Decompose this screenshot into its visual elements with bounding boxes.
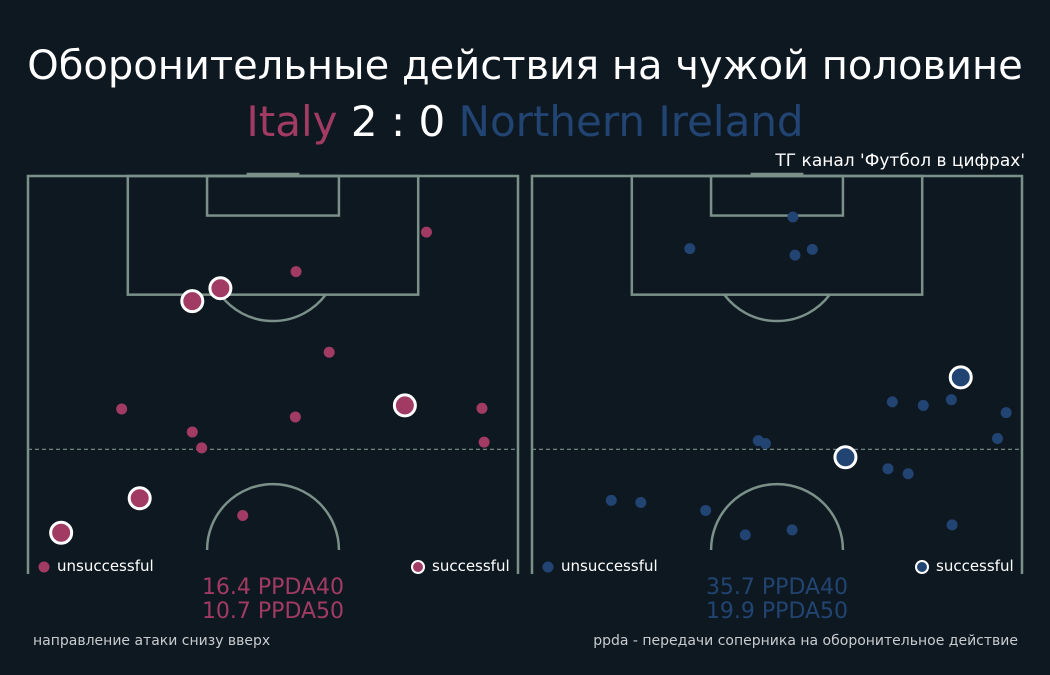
chart-title: Оборонительные действия на чужой половин… [27, 43, 1023, 89]
pitch-1-successful-point [208, 276, 233, 301]
pitch-1-successful-point [180, 289, 205, 314]
pitch-1-center-circle [205, 482, 341, 551]
pitch-2-legend-successful-label: successful [936, 557, 1014, 575]
pitch-1-successful-point [392, 393, 417, 418]
pitch-2-ppda-label: 35.7 PPDA40 [706, 575, 848, 600]
pitch-1-ppda-label: 10.7 PPDA50 [202, 599, 344, 624]
team-a-name: Italy [246, 97, 338, 146]
pitch-2-successful-point [948, 365, 973, 390]
pitch-1-unsuccessful-point [116, 403, 128, 415]
pitch-1-six-yard-box [205, 174, 341, 217]
pitch-1-unsuccessful-point [420, 226, 432, 238]
ppda-definition-note: ppda - передачи соперника на оборонитель… [593, 633, 1018, 649]
pitch-1-penalty-area [126, 174, 420, 296]
pitch-1-unsuccessful-point [323, 346, 335, 358]
pitch-1-penalty-arc [219, 293, 327, 323]
pitch-2-successful-point [833, 445, 858, 470]
pitch-2-unsuccessful-point [684, 243, 696, 255]
pitch-2-ppda-label: 19.9 PPDA50 [706, 599, 848, 624]
pitch-1-unsuccessful-point [237, 509, 249, 521]
pitch-2-unsuccessful-point [917, 399, 929, 411]
pitch-2-unsuccessful-point [700, 504, 712, 516]
pitch-2-unsuccessful-point [992, 433, 1003, 445]
pitch-1-unsuccessful-point [196, 442, 208, 454]
pitch-1-unsuccessful-point [186, 426, 198, 438]
pitch-2-legend-successful-marker [915, 560, 929, 574]
score: 2 : 0 [350, 97, 446, 146]
pitch-1-unsuccessful-point [478, 436, 490, 448]
pitch-1-unsuccessful-point [476, 402, 488, 414]
pitch-1-successful-point [127, 486, 152, 511]
pitch-2-unsuccessful-point [902, 468, 914, 480]
pitch-1-unsuccessful-point [290, 266, 302, 278]
channel-credit: ТГ канал 'Футбол в цифрах' [775, 151, 1025, 171]
pitch-1-legend-successful-label: successful [432, 557, 510, 575]
pitch-2-unsuccessful-point [759, 438, 771, 450]
pitch-1-legend-unsuccessful-marker [38, 561, 50, 573]
pitch-2-unsuccessful-point [635, 497, 647, 509]
pitch-1-boundary [26, 174, 520, 550]
team-b-name: Northern Ireland [458, 97, 804, 146]
pitch-1-unsuccessful-point [289, 411, 301, 423]
pitch-2-unsuccessful-point [946, 519, 958, 531]
pitch-2-unsuccessful-point [605, 494, 617, 506]
pitch-2-unsuccessful-point [787, 211, 799, 223]
pitch-1-legend-unsuccessful-label: unsuccessful [57, 557, 154, 575]
pitch-2-six-yard-box [709, 174, 845, 217]
pitch-2-unsuccessful-point [1000, 407, 1012, 419]
pitch-2-penalty-area [630, 174, 924, 296]
pitch-2-unsuccessful-point [789, 249, 801, 261]
pitch-2-unsuccessful-point [886, 396, 898, 408]
match-score-line: Italy 2 : 0 Northern Ireland [0, 96, 1050, 148]
pitch-2-center-circle [709, 482, 845, 551]
pitch-1-ppda-label: 16.4 PPDA40 [202, 575, 344, 600]
pitch-2-unsuccessful-point [786, 524, 798, 536]
pitch-1-legend-successful-marker [411, 560, 425, 574]
pitch-2-legend-unsuccessful-marker [542, 561, 554, 573]
pitch-2-unsuccessful-point [945, 394, 957, 406]
pitch-2-unsuccessful-point [739, 529, 751, 541]
pitch-2-penalty-arc [723, 293, 831, 323]
pitch-2-legend-unsuccessful-label: unsuccessful [561, 557, 658, 575]
pitch-2-boundary [530, 174, 1024, 550]
attack-direction-note: направление атаки снизу вверх [33, 633, 271, 649]
pitch-1-successful-point [49, 520, 74, 545]
pitch-2-unsuccessful-point [806, 243, 818, 255]
pitch-2-unsuccessful-point [882, 463, 894, 475]
